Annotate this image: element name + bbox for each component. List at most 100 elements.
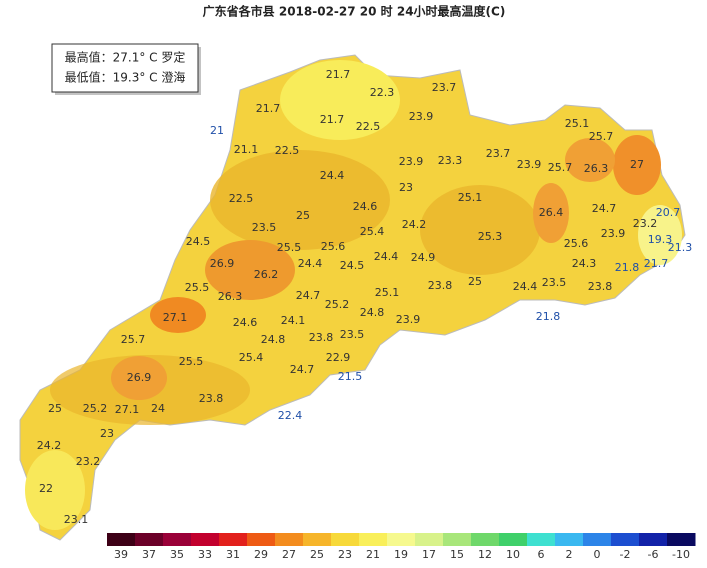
county-value: 21.7: [320, 113, 345, 126]
county-value: 25.6: [564, 237, 589, 250]
colorbar-label: 35: [170, 548, 184, 561]
county-value: 25: [296, 209, 310, 222]
colorbar-swatch: [191, 533, 220, 546]
county-value: 22.5: [356, 120, 381, 133]
county-value: 23.8: [309, 331, 334, 344]
colorbar-label: 15: [450, 548, 464, 561]
colorbar-swatch: [331, 533, 360, 546]
county-value: 25.6: [321, 240, 346, 253]
county-value: 25.4: [239, 351, 264, 364]
colorbar-swatch: [667, 533, 696, 546]
county-value: 25.4: [360, 225, 385, 238]
county-value: 25.7: [121, 333, 146, 346]
colorbar-swatch: [611, 533, 640, 546]
colorbar-label: 17: [422, 548, 436, 561]
colorbar-label: 23: [338, 548, 352, 561]
county-value: 23.5: [340, 328, 365, 341]
county-value: 23.2: [76, 455, 101, 468]
max-line: 最高值：27.1° C 罗定: [65, 50, 186, 65]
coastal-value: 21.7: [644, 257, 669, 270]
county-value: 24.7: [290, 363, 315, 376]
colorbar-label: 27: [282, 548, 296, 561]
county-value: 23.5: [542, 276, 567, 289]
coastal-value: 21: [210, 124, 224, 137]
colorbar-label: 29: [254, 548, 268, 561]
county-value: 24.8: [261, 333, 286, 346]
county-value: 23.9: [409, 110, 434, 123]
county-value: 23.8: [428, 279, 453, 292]
county-value: 26.9: [127, 371, 152, 384]
colorbar-swatch: [163, 533, 192, 546]
county-value: 24.7: [592, 202, 617, 215]
county-value: 24.4: [298, 257, 323, 270]
county-value: 23: [399, 181, 413, 194]
county-value: 26.9: [210, 257, 235, 270]
colorbar-swatch: [247, 533, 276, 546]
county-value: 25.5: [185, 281, 210, 294]
colorbar-label: 37: [142, 548, 156, 561]
colorbar-swatch: [107, 533, 136, 546]
county-value: 23: [100, 427, 114, 440]
county-value: 24.6: [233, 316, 258, 329]
county-value: 24.2: [402, 218, 427, 231]
min-line: 最低值：19.3° C 澄海: [65, 70, 186, 85]
county-value: 24.7: [296, 289, 321, 302]
county-value: 25.1: [375, 286, 400, 299]
coastal-value: 21.3: [668, 241, 693, 254]
colorbar-swatch: [135, 533, 164, 546]
colorbar-label: 19: [394, 548, 408, 561]
colorbar-label: 31: [226, 548, 240, 561]
county-value: 25.2: [83, 402, 108, 415]
county-value: 27.1: [163, 311, 188, 324]
county-value: 25.1: [565, 117, 590, 130]
county-value: 27.1: [115, 403, 140, 416]
county-value: 23.1: [64, 513, 89, 526]
county-value: 22.5: [275, 144, 300, 157]
county-value: 25.5: [179, 355, 204, 368]
colorbar-swatch: [303, 533, 332, 546]
colorbar-swatch: [275, 533, 304, 546]
colorbar-swatch: [359, 533, 388, 546]
colorbar-swatch: [555, 533, 584, 546]
county-value: 24.9: [411, 251, 436, 264]
county-value: 24.4: [374, 250, 399, 263]
county-value: 22: [39, 482, 53, 495]
county-value: 26.2: [254, 268, 279, 281]
county-value: 23.9: [517, 158, 542, 171]
county-value: 23.8: [199, 392, 224, 405]
colorbar-swatch: [471, 533, 500, 546]
county-value: 25.7: [589, 130, 614, 143]
coastal-value: 21.5: [338, 370, 363, 383]
county-value: 23.5: [252, 221, 277, 234]
colorbar-label: 10: [506, 548, 520, 561]
county-value: 24: [151, 402, 165, 415]
county-value: 25: [48, 402, 62, 415]
colorbar-label: 12: [478, 548, 492, 561]
summary-box: 最高值：27.1° C 罗定 最低值：19.3° C 澄海: [51, 43, 201, 95]
county-value: 25.2: [325, 298, 350, 311]
county-value: 23.7: [432, 81, 457, 94]
county-value: 23.2: [633, 217, 658, 230]
county-value: 25.3: [478, 230, 503, 243]
colorbar-label: 6: [538, 548, 545, 561]
county-value: 23.9: [601, 227, 626, 240]
colorbar-swatch: [583, 533, 612, 546]
colorbar-swatch: [415, 533, 444, 546]
county-value: 26.3: [584, 162, 609, 175]
county-value: 23.3: [438, 154, 463, 167]
county-value: 23.7: [486, 147, 511, 160]
colorbar-swatch: [527, 533, 556, 546]
colorbar-swatch: [499, 533, 528, 546]
colorbar-label: -10: [672, 548, 690, 561]
county-value: 21.7: [326, 68, 351, 81]
coastal-value: 19.3: [648, 233, 673, 246]
county-value: 24.2: [37, 439, 62, 452]
colorbar-swatch: [219, 533, 248, 546]
county-value: 24.8: [360, 306, 385, 319]
county-value: 26.3: [218, 290, 243, 303]
county-value: 23.9: [396, 313, 421, 326]
county-value: 25.1: [458, 191, 483, 204]
title: 广东省各市县 2018-02-27 20 时 24小时最高温度(C): [203, 4, 506, 19]
county-value: 24.6: [353, 200, 378, 213]
county-value: 24.5: [186, 235, 211, 248]
